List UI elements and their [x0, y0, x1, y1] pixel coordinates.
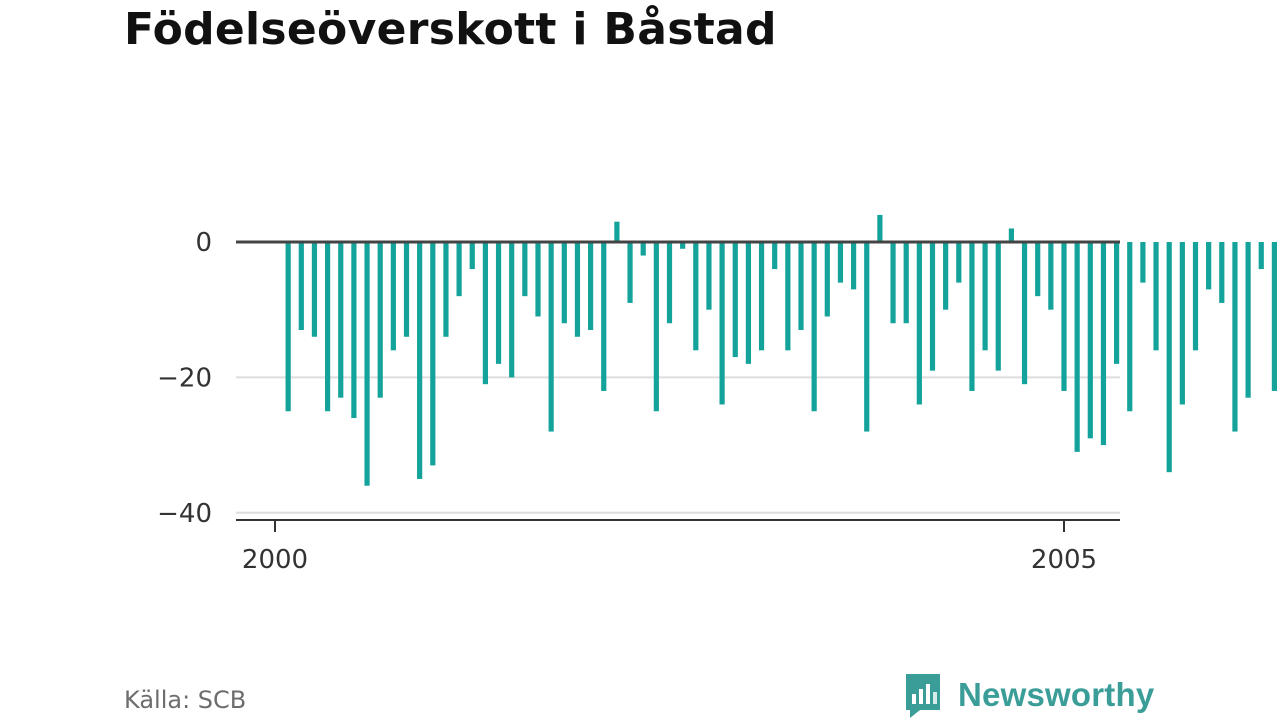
bar — [706, 242, 712, 310]
bar — [469, 242, 475, 270]
x-tick-label: 2005 — [1031, 545, 1097, 575]
bar — [824, 242, 830, 317]
bar — [614, 221, 620, 242]
bar-chart: 0−20−40200020052010201520202025 — [157, 214, 1277, 575]
bar — [956, 242, 962, 283]
bar — [758, 242, 765, 351]
bar — [693, 242, 699, 351]
bar — [851, 242, 857, 290]
bar — [1035, 242, 1041, 297]
bar — [325, 242, 331, 412]
bar — [285, 242, 291, 412]
bar — [969, 242, 975, 391]
bar — [666, 242, 673, 324]
bar — [298, 242, 304, 331]
bar — [443, 242, 449, 337]
bar — [311, 242, 318, 337]
bar — [522, 242, 528, 297]
bar — [1153, 242, 1159, 351]
bar — [601, 242, 607, 391]
bar — [1232, 242, 1238, 432]
bar — [982, 242, 988, 351]
bar — [772, 242, 778, 270]
bar — [719, 242, 725, 405]
bar — [1127, 242, 1133, 412]
bar — [732, 242, 738, 358]
x-tick-label: 2000 — [242, 545, 308, 575]
brand-logo: Newsworthy — [902, 670, 1154, 720]
bar — [338, 242, 344, 398]
y-tick-label: −20 — [157, 363, 212, 393]
bar — [390, 242, 396, 351]
bar — [588, 242, 594, 331]
bar — [1206, 242, 1212, 290]
bar — [1074, 242, 1080, 452]
bar — [1087, 242, 1093, 439]
bar — [745, 242, 751, 364]
bar — [929, 242, 936, 371]
bar — [943, 242, 949, 310]
bar — [680, 242, 686, 249]
tick-labels: 0−20−40200020052010201520202025 — [157, 228, 1097, 575]
bar — [1140, 242, 1146, 283]
bar — [495, 242, 502, 364]
newsworthy-logo-icon — [906, 674, 940, 718]
bar — [837, 242, 844, 283]
bar — [417, 242, 423, 479]
bar — [798, 242, 804, 331]
chart-title: Födelseöverskott i Båstad — [124, 4, 777, 55]
bar — [903, 242, 909, 324]
bar — [377, 242, 383, 398]
bar — [1114, 242, 1120, 364]
bar — [1271, 242, 1277, 391]
bar — [1258, 242, 1264, 270]
axes — [236, 240, 1120, 532]
bar — [561, 242, 567, 324]
bar — [351, 242, 357, 419]
bar — [364, 242, 370, 486]
bar — [916, 242, 922, 405]
bar — [640, 242, 646, 256]
bar — [864, 242, 870, 432]
source-label: Källa: SCB — [124, 686, 247, 714]
bar — [482, 242, 488, 385]
bar — [1166, 242, 1172, 473]
bar — [811, 242, 817, 412]
bar — [627, 242, 633, 303]
bar — [1192, 242, 1199, 351]
bar — [456, 242, 462, 297]
bar — [1219, 242, 1225, 303]
brand-name: Newsworthy — [958, 676, 1155, 713]
bar — [403, 242, 410, 337]
bar — [430, 242, 436, 466]
bar — [995, 242, 1001, 371]
bar — [1179, 242, 1185, 405]
bars — [285, 214, 1277, 486]
bar — [548, 242, 554, 432]
bar — [1245, 242, 1251, 398]
bar — [574, 242, 581, 337]
y-tick-label: −40 — [157, 499, 212, 529]
bar — [785, 242, 791, 351]
bar — [535, 242, 541, 317]
bar — [877, 214, 883, 242]
bar — [1021, 242, 1028, 385]
y-tick-label: 0 — [195, 228, 212, 258]
bar — [890, 242, 896, 324]
bar — [1100, 242, 1107, 446]
bar — [653, 242, 659, 412]
bar — [1061, 242, 1067, 391]
bar — [1008, 228, 1014, 242]
bar — [509, 242, 515, 378]
bar — [1048, 242, 1054, 310]
